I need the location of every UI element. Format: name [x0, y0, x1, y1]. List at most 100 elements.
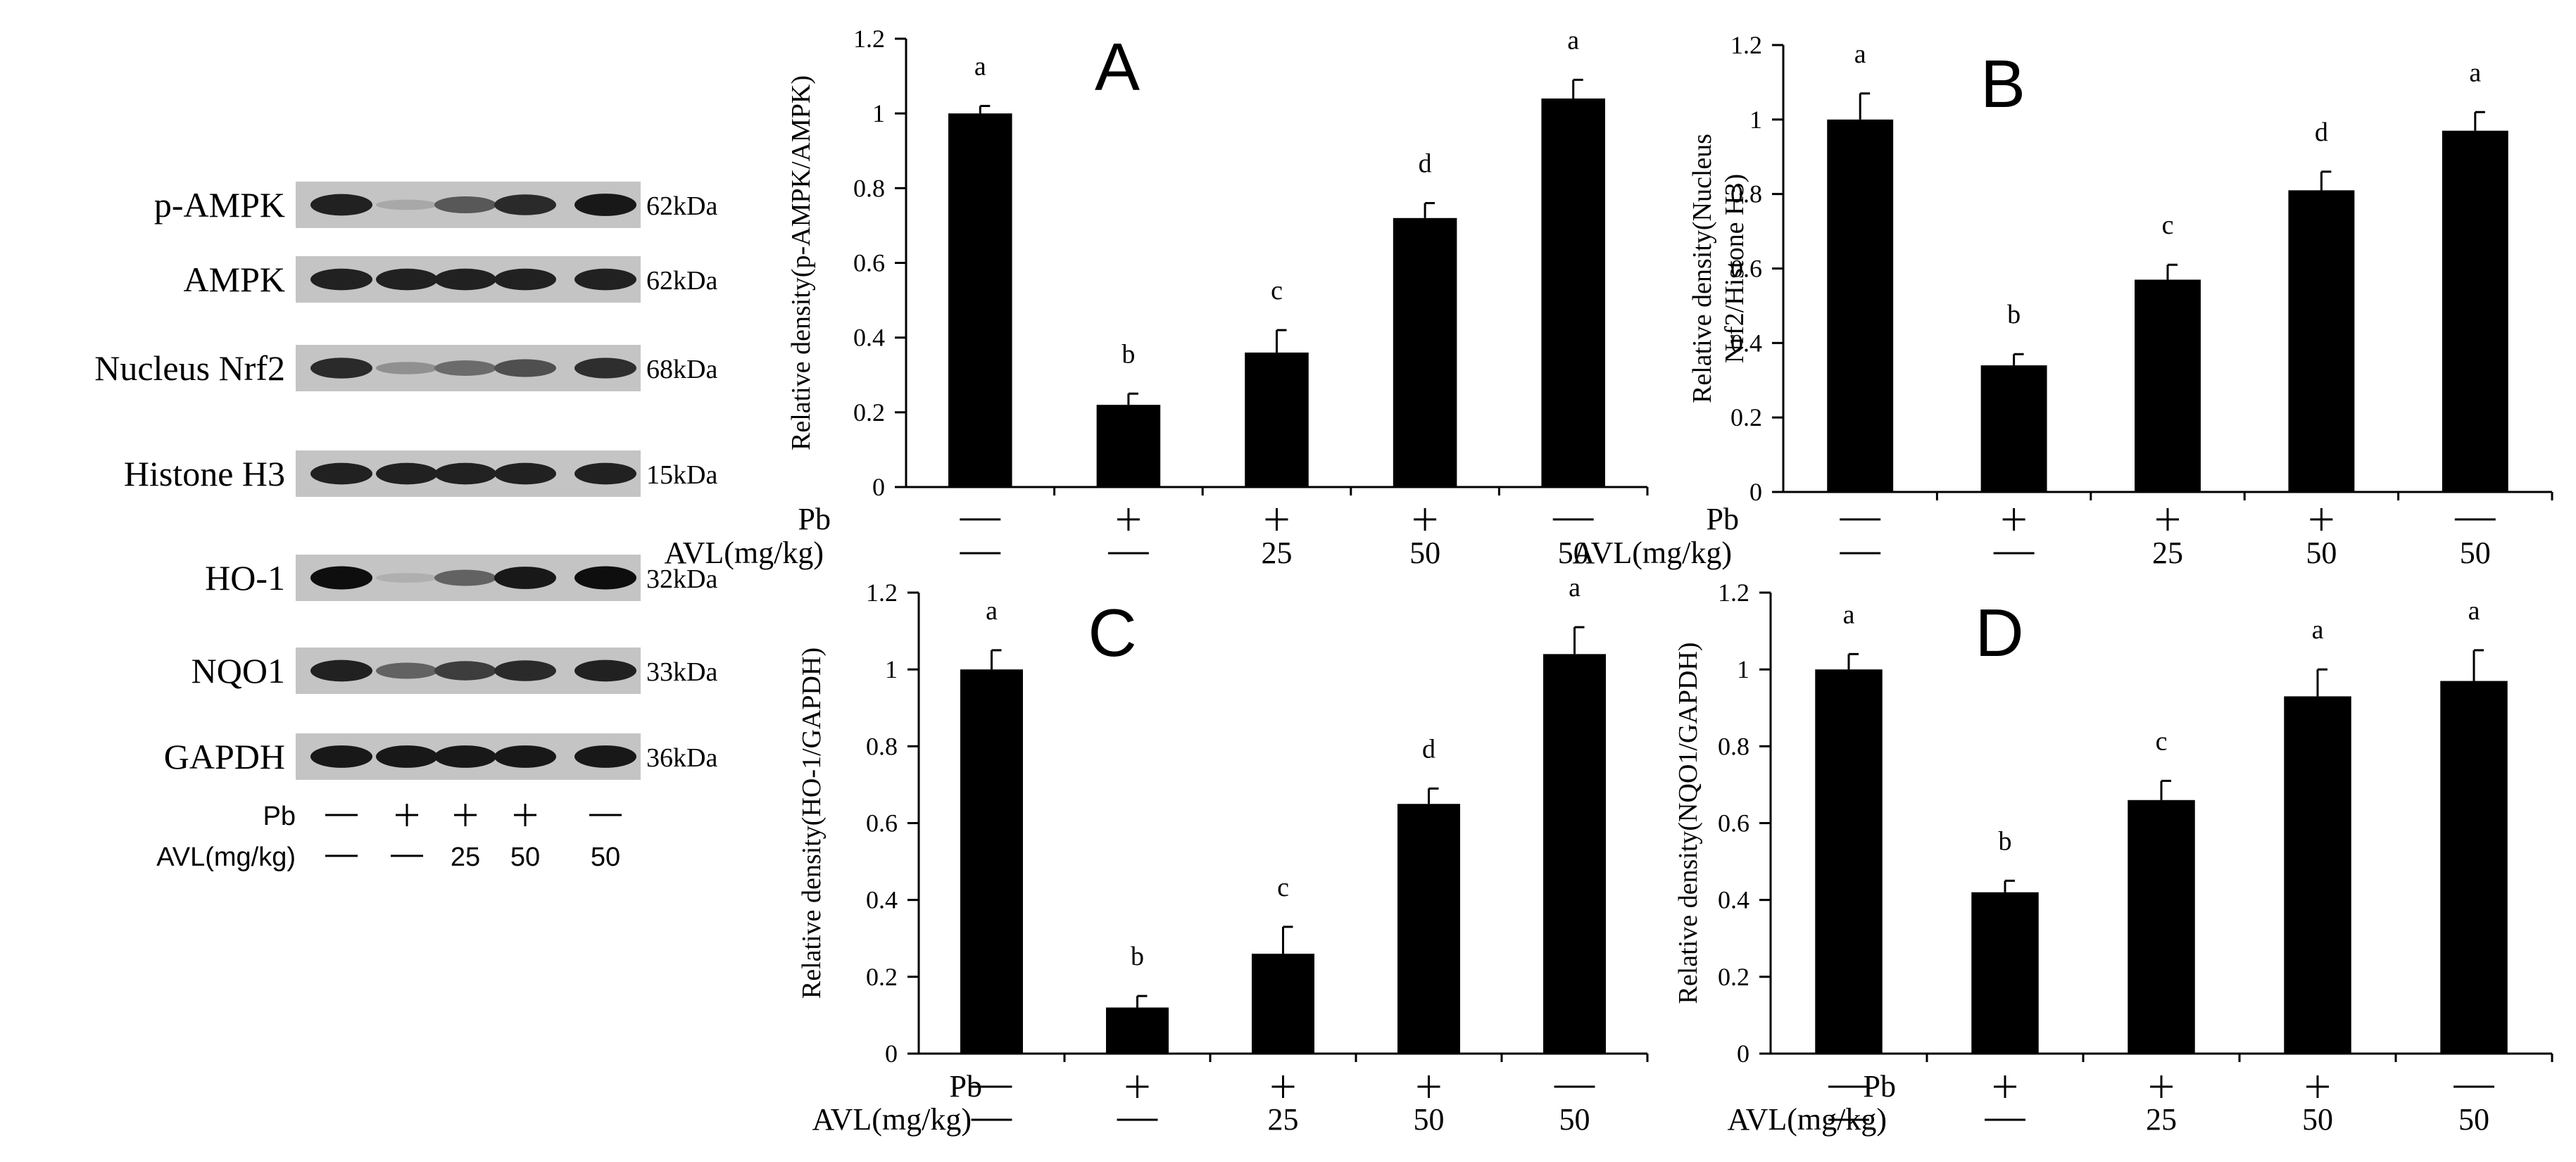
y-tick-label: 0.6	[866, 809, 898, 838]
y-tick-label: 0.8	[1730, 180, 1762, 208]
bar	[2440, 681, 2508, 1054]
avl-value: 50	[1559, 1102, 1590, 1137]
blot-band	[310, 194, 372, 216]
blot-band	[376, 573, 438, 583]
chart-panel-b: 0 0.2 0.4 0.6 0.8 1 1.2 a b c d a B Relative density(…	[1572, 31, 2553, 570]
blot-band	[574, 745, 636, 768]
blot-band	[434, 745, 496, 768]
avl-value: 50	[2306, 536, 2337, 570]
blot-kda-label: 33kDa	[646, 657, 717, 687]
avl-value: 25	[1262, 536, 1293, 570]
blot-protein-label: Nucleus Nrf2	[94, 348, 285, 388]
blot-band	[310, 659, 372, 682]
y-axis-label-line: Relative density(Nucleus	[1688, 134, 1717, 403]
y-tick-label: 0.4	[1718, 886, 1749, 914]
chart-panel-c: 0 0.2 0.4 0.6 0.8 1 1.2 a b c d a C Relative density(…	[797, 573, 1649, 1137]
blot-protein-label: p-AMPK	[154, 185, 285, 225]
pb-value	[1271, 1075, 1295, 1098]
significance-letter: d	[1422, 734, 1435, 764]
blot-band	[434, 462, 496, 485]
blot-row-histone-h3: Histone H3 15kDa	[124, 450, 717, 497]
chart-panel-d: 0 0.2 0.4 0.6 0.8 1 1.2 a b c a a D Relative density(…	[1673, 579, 2553, 1137]
blot-band	[574, 659, 636, 682]
blot-row-nucleus-nrf2: Nucleus Nrf2 68kDa	[94, 345, 717, 391]
significance-letter: a	[2312, 615, 2324, 645]
avl-value: 50	[2458, 1102, 2489, 1137]
significance-letter: a	[974, 52, 986, 82]
y-tick-label: 0.4	[853, 324, 885, 352]
blot-band	[494, 745, 556, 768]
blot-avl-label: AVL(mg/kg)	[156, 842, 296, 872]
blot-band	[574, 194, 636, 216]
blot-pb-value	[454, 804, 477, 826]
significance-letter: c	[1271, 276, 1283, 305]
y-tick-label: 1.2	[1730, 31, 1762, 59]
y-tick-label: 0.4	[866, 886, 898, 914]
y-axis-label: Relative density(HO-1/GAPDH)	[797, 648, 827, 999]
blot-row-p-ampk: p-AMPK 62kDa	[154, 182, 717, 228]
bar	[1980, 365, 2047, 492]
avl-label: AVL(mg/kg)	[812, 1102, 972, 1137]
blot-pb-label: Pb	[263, 802, 296, 831]
blot-avl-value: 25	[451, 842, 480, 872]
bar	[2442, 130, 2508, 493]
blot-band	[310, 566, 372, 590]
y-tick-label: 1	[872, 99, 885, 127]
panel-label: D	[1975, 595, 2023, 671]
pb-value	[1417, 1075, 1440, 1098]
blot-protein-label: GAPDH	[164, 737, 285, 776]
bar	[1245, 352, 1309, 487]
blot-band	[434, 569, 496, 586]
bar	[960, 669, 1024, 1054]
y-tick-label: 1	[885, 655, 898, 683]
avl-value: 50	[1558, 536, 1589, 570]
pb-value	[1126, 1075, 1149, 1098]
panel-label: C	[1088, 595, 1136, 671]
avl-value: 50	[2302, 1102, 2333, 1137]
blot-band	[310, 745, 372, 768]
y-tick-label: 0.2	[1730, 403, 1762, 431]
blot-band	[434, 268, 496, 291]
bar	[1105, 1007, 1169, 1054]
blot-protein-label: HO-1	[205, 558, 285, 598]
blot-band	[574, 358, 636, 379]
significance-letter: a	[1569, 573, 1581, 602]
significance-letter: b	[2007, 300, 2021, 329]
significance-letter: d	[1419, 149, 1432, 179]
blot-avl-value: 50	[510, 842, 540, 872]
blot-band	[494, 567, 556, 589]
blot-band	[376, 662, 438, 679]
y-tick-label: 0.6	[853, 249, 885, 277]
y-tick-label: 0.6	[1718, 809, 1749, 838]
blot-protein-label: AMPK	[184, 260, 285, 299]
pb-value	[1414, 508, 1437, 531]
blot-band	[494, 660, 556, 681]
significance-letter: a	[2469, 58, 2481, 87]
blot-protein-label: Histone H3	[124, 454, 285, 493]
bar	[1096, 405, 1161, 487]
avl-value: 50	[2460, 536, 2491, 570]
y-tick-label: 1.2	[866, 579, 898, 607]
y-tick-label: 0.8	[853, 174, 885, 202]
blot-kda-label: 15kDa	[646, 460, 717, 490]
blot-pb-value	[514, 804, 536, 826]
blot-band	[310, 268, 372, 291]
pb-value	[2002, 508, 2025, 531]
y-tick-label: 0	[885, 1040, 898, 1068]
blot-kda-label: 32kDa	[646, 564, 717, 594]
blot-band	[376, 362, 438, 374]
significance-letter: c	[1277, 873, 1289, 902]
y-tick-label: 0.6	[1730, 255, 1762, 283]
avl-value: 25	[2146, 1102, 2177, 1137]
bar	[1397, 804, 1461, 1054]
blot-kda-label: 62kDa	[646, 266, 717, 296]
avl-value: 25	[1268, 1102, 1299, 1137]
y-tick-label: 1.2	[1718, 579, 1749, 607]
y-tick-label: 0	[872, 473, 885, 501]
bar	[1543, 654, 1607, 1054]
blot-band	[376, 462, 438, 485]
blot-band	[574, 566, 636, 590]
blot-conditions: Pb AVL(mg/kg) 25 50 50	[156, 802, 622, 872]
significance-letter: d	[2315, 118, 2328, 147]
